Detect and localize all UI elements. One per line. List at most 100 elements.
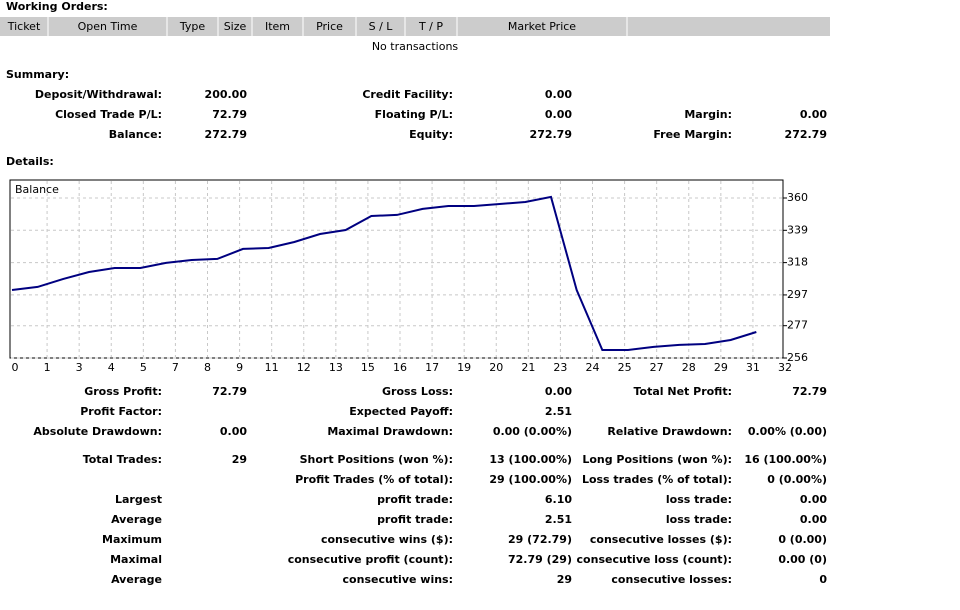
- x-tick-label: 1: [44, 361, 51, 374]
- x-tick-label: 32: [778, 361, 792, 374]
- field-value: 29 (72.79): [508, 533, 572, 546]
- field-value: 272.79: [530, 128, 572, 141]
- x-tick-label: 27: [650, 361, 664, 374]
- column-header: Price: [316, 20, 343, 33]
- table-header: [0, 17, 830, 36]
- field-label: Floating P/L:: [375, 108, 453, 121]
- empty-text: No transactions: [372, 40, 459, 53]
- field-value: 6.10: [545, 493, 572, 506]
- x-tick-label: 7: [172, 361, 179, 374]
- field-label: Average: [111, 513, 162, 526]
- field-label: Credit Facility:: [362, 88, 453, 101]
- field-value: 0.00: [545, 108, 572, 121]
- field-value: 2.51: [545, 513, 572, 526]
- field-value: 200.00: [205, 88, 248, 101]
- field-label: Profit Trades (% of total):: [295, 473, 453, 486]
- field-label: profit trade:: [377, 493, 453, 506]
- column-header: S / L: [369, 20, 394, 33]
- field-value: 0.00: [220, 425, 247, 438]
- x-tick-label: 28: [682, 361, 696, 374]
- field-value: 16 (100.00%): [744, 453, 827, 466]
- column-header: Size: [224, 20, 247, 33]
- y-tick-label: 318: [787, 256, 808, 269]
- field-value: 72.79: [212, 385, 247, 398]
- column-header: T / P: [418, 20, 443, 33]
- x-tick-label: 9: [236, 361, 243, 374]
- y-tick-label: 297: [787, 288, 808, 301]
- x-tick-label: 8: [204, 361, 211, 374]
- x-tick-label: 4: [108, 361, 115, 374]
- balance-line: [11, 195, 757, 351]
- field-label: Expected Payoff:: [349, 405, 453, 418]
- x-tick-label: 31: [746, 361, 760, 374]
- x-tick-label: 12: [297, 361, 311, 374]
- y-tick-label: 360: [787, 191, 808, 204]
- section-title: Summary:: [6, 68, 69, 81]
- field-value: 29: [232, 453, 247, 466]
- field-value: 0 (0.00): [778, 533, 827, 546]
- y-tick-label: 256: [787, 351, 808, 364]
- x-tick-label: 17: [425, 361, 439, 374]
- x-tick-label: 25: [618, 361, 632, 374]
- y-tick-label: 277: [787, 319, 808, 332]
- field-label: Total Trades:: [83, 453, 162, 466]
- field-value: 0.00: [800, 108, 827, 121]
- field-value: 0.00: [800, 493, 827, 506]
- field-label: consecutive wins:: [343, 573, 453, 586]
- field-label: profit trade:: [377, 513, 453, 526]
- x-tick-label: 16: [393, 361, 407, 374]
- field-label: loss trade:: [666, 493, 732, 506]
- field-value: 0 (0.00%): [767, 473, 827, 486]
- field-value: 0.00: [800, 513, 827, 526]
- column-header: Type: [179, 20, 205, 33]
- field-label: Balance:: [109, 128, 162, 141]
- x-tick-label: 21: [521, 361, 535, 374]
- column-header: Item: [265, 20, 290, 33]
- field-label: Total Net Profit:: [634, 385, 733, 398]
- field-value: 72.79: [792, 385, 827, 398]
- field-value: 0.00: [545, 88, 572, 101]
- x-tick-label: 15: [361, 361, 375, 374]
- x-tick-label: 23: [553, 361, 567, 374]
- field-label: Equity:: [409, 128, 453, 141]
- x-tick-label: 3: [76, 361, 83, 374]
- column-header: Ticket: [7, 20, 41, 33]
- section-title: Details:: [6, 155, 54, 168]
- x-tick-label: 0: [12, 361, 19, 374]
- field-label: Maximal: [110, 553, 162, 566]
- x-tick-label: 13: [329, 361, 343, 374]
- field-value: 29: [557, 573, 572, 586]
- column-header: Market Price: [508, 20, 576, 33]
- field-label: Free Margin:: [653, 128, 732, 141]
- field-label: Gross Profit:: [84, 385, 162, 398]
- field-value: 72.79 (29): [508, 553, 572, 566]
- field-label: consecutive loss (count):: [577, 553, 732, 566]
- x-tick-label: 11: [265, 361, 279, 374]
- field-value: 13 (100.00%): [489, 453, 572, 466]
- field-label: Margin:: [684, 108, 732, 121]
- field-label: consecutive losses:: [611, 573, 732, 586]
- field-label: consecutive losses ($):: [590, 533, 732, 546]
- field-label: Profit Factor:: [80, 405, 162, 418]
- x-tick-label: 29: [714, 361, 728, 374]
- field-value: 0.00: [545, 385, 572, 398]
- field-label: Loss trades (% of total):: [582, 473, 732, 486]
- x-tick-label: 5: [140, 361, 147, 374]
- field-label: Gross Loss:: [382, 385, 453, 398]
- field-value: 29 (100.00%): [489, 473, 572, 486]
- x-tick-label: 20: [489, 361, 503, 374]
- field-value: 2.51: [545, 405, 572, 418]
- field-value: 0.00 (0.00%): [493, 425, 572, 438]
- field-label: Closed Trade P/L:: [55, 108, 162, 121]
- field-value: 72.79: [212, 108, 247, 121]
- y-tick-label: 339: [787, 223, 808, 236]
- field-label: Relative Drawdown:: [607, 425, 732, 438]
- field-label: Long Positions (won %):: [582, 453, 732, 466]
- legend-label: Balance: [15, 183, 59, 196]
- x-tick-label: 19: [457, 361, 471, 374]
- field-label: Largest: [115, 493, 162, 506]
- field-label: Deposit/Withdrawal:: [35, 88, 162, 101]
- field-label: consecutive wins ($):: [321, 533, 453, 546]
